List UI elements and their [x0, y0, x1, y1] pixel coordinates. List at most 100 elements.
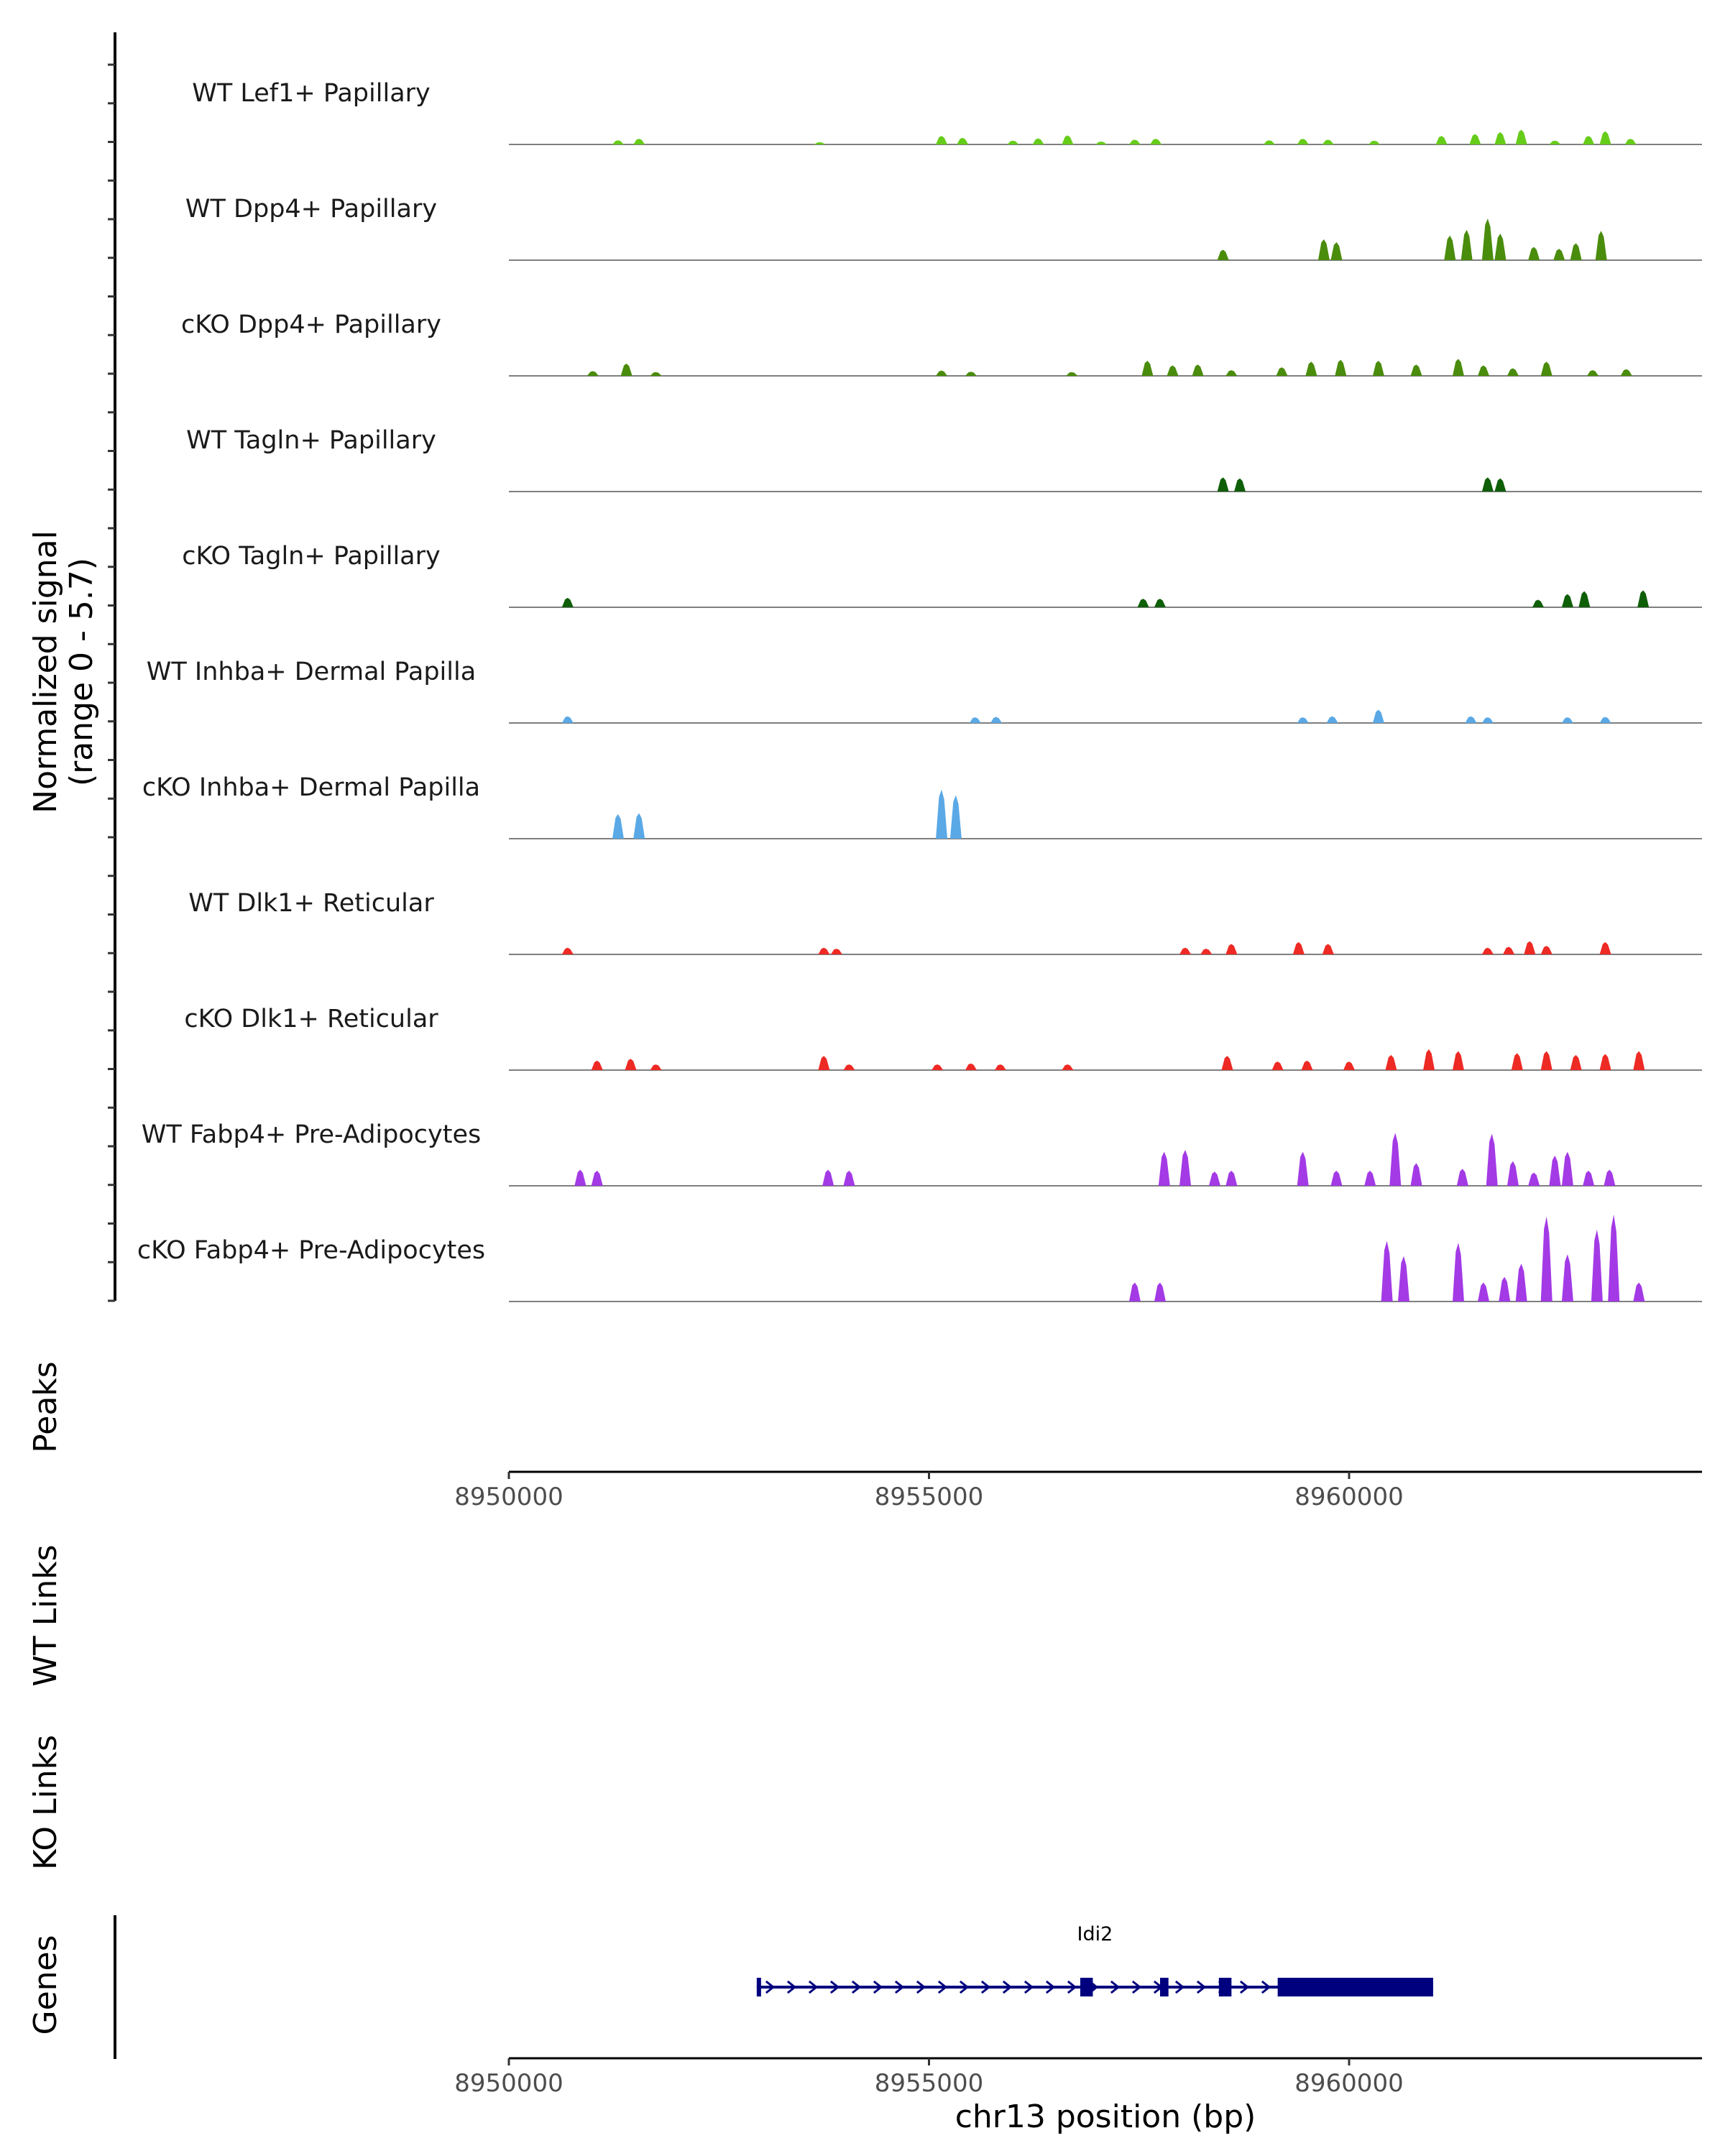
- signal-peak: [1276, 367, 1288, 376]
- peaks-track: Peaks 8950000 8955000 8960000: [27, 1361, 1702, 1511]
- signal-peak: [1595, 231, 1607, 260]
- gene-model: Idi2: [756, 1923, 1433, 1996]
- signal-peak: [1578, 591, 1591, 607]
- signal-peak: [936, 370, 948, 376]
- genes-x-axis-ticks: 8950000 8955000 8960000: [454, 2058, 1404, 2098]
- signal-peak: [1620, 369, 1632, 376]
- signal-peak: [1225, 944, 1238, 954]
- gene-exon: [1159, 1978, 1169, 1996]
- signal-peak: [1637, 590, 1650, 607]
- signal-peak: [1326, 716, 1338, 723]
- signal-peak: [1322, 944, 1334, 954]
- gene-strand-arrow: [894, 1980, 905, 1994]
- signal-peak: [1528, 247, 1540, 260]
- signal-peak: [1481, 717, 1494, 723]
- gene-strand-arrow: [1024, 1980, 1034, 1994]
- track-label: WT Inhba+ Dermal Papilla: [147, 658, 476, 686]
- signal-peak: [1398, 1256, 1409, 1302]
- track-label: WT Dlk1+ Reticular: [188, 889, 434, 918]
- genes-track: Genes Idi2 8950000 8955000 8960000 chr13 p…: [27, 1915, 1702, 2135]
- signal-axis-ticks: [108, 63, 115, 1302]
- signal-peak: [1372, 709, 1384, 723]
- signal-peak: [1481, 477, 1494, 492]
- signal-peak: [1465, 716, 1477, 723]
- coverage-track: cKO Inhba+ Dermal Papilla: [142, 773, 1702, 839]
- x-axis-tick-label: 8955000: [875, 2069, 983, 2098]
- signal-peak: [612, 814, 624, 839]
- signal-peak: [1301, 1060, 1313, 1070]
- signal-peak: [612, 140, 624, 144]
- signal-peak: [1460, 229, 1473, 260]
- coverage-track: cKO Tagln+ Papillary: [182, 542, 1702, 608]
- x-axis-tick-label: 8950000: [454, 2069, 563, 2098]
- coverage-track: WT Inhba+ Dermal Papilla: [147, 658, 1702, 724]
- signal-peak: [949, 795, 962, 839]
- signal-peak: [1225, 370, 1238, 376]
- signal-peak: [1032, 138, 1044, 144]
- signal-peak: [1553, 249, 1565, 260]
- signal-peak: [1128, 1282, 1141, 1302]
- signal-peak: [843, 1170, 855, 1186]
- signal-peak: [1410, 364, 1422, 376]
- signal-peak: [1540, 946, 1552, 954]
- signal-peak: [1389, 1133, 1402, 1186]
- signal-peak: [1587, 370, 1599, 376]
- signal-peak: [1150, 139, 1162, 144]
- signal-peak: [1317, 239, 1330, 260]
- coverage-tracks: WT Lef1+ Papillary WT Dpp4+ Papillary cKO …: [137, 79, 1702, 1302]
- signal-peak: [1591, 1230, 1603, 1302]
- gene-strand-arrow: [786, 1980, 797, 1994]
- signal-peak: [1217, 477, 1229, 492]
- signal-peak: [1263, 140, 1275, 144]
- signal-peak: [1452, 1243, 1464, 1302]
- signal-peak: [1506, 1161, 1519, 1186]
- gene-strand-arrow: [808, 1980, 819, 1994]
- signal-peak: [1330, 242, 1343, 260]
- signal-peak: [1221, 1056, 1233, 1070]
- signal-peak: [1506, 368, 1519, 376]
- signal-peak: [591, 1170, 603, 1186]
- gene-strand-arrow: [1045, 1980, 1056, 1994]
- gene-exon: [1080, 1978, 1093, 1996]
- gene-strand-arrow: [1002, 1980, 1013, 1994]
- gene-exon: [1218, 1978, 1232, 1996]
- signal-peak: [1633, 1282, 1645, 1302]
- gene-strand-arrow: [1174, 1980, 1185, 1994]
- genes-track-label: Genes: [27, 1935, 64, 2035]
- x-axis-title: chr13 position (bp): [955, 2099, 1256, 2135]
- signal-peak: [936, 789, 948, 839]
- signal-peak: [1549, 140, 1561, 144]
- signal-peak: [1137, 599, 1149, 607]
- signal-peak: [1322, 139, 1334, 144]
- gene-strand-arrow: [937, 1980, 948, 1994]
- signal-peak: [620, 363, 632, 376]
- signal-peak: [1305, 361, 1317, 376]
- signal-peak: [586, 371, 599, 376]
- signal-peak: [990, 717, 1003, 723]
- signal-peak: [1062, 135, 1074, 144]
- signal-peak: [1540, 1051, 1552, 1070]
- gene-exon: [1277, 1978, 1433, 1996]
- signal-peak: [1343, 1061, 1356, 1070]
- signal-peak: [814, 142, 826, 144]
- signal-peak: [574, 1169, 586, 1186]
- signal-peak: [1141, 360, 1154, 376]
- coverage-track: WT Tagln+ Papillary: [186, 426, 1702, 492]
- gene-exon: [756, 1978, 761, 1996]
- signal-peak: [1335, 359, 1347, 376]
- coverage-track: cKO Dlk1+ Reticular: [184, 1005, 1702, 1071]
- signal-peak: [1599, 941, 1611, 954]
- signal-peak: [1225, 1170, 1238, 1186]
- gene-models: Idi2: [756, 1923, 1433, 1996]
- signal-peak: [1583, 136, 1595, 144]
- x-axis-tick-label: 8955000: [875, 1483, 983, 1511]
- signal-peak: [969, 717, 981, 723]
- gene-name-label: Idi2: [1077, 1923, 1113, 1945]
- gene-strand-arrow: [1067, 1980, 1077, 1994]
- signal-peak: [1095, 142, 1108, 144]
- coverage-track: WT Dpp4+ Papillary: [185, 195, 1702, 261]
- signal-peak: [1561, 594, 1573, 607]
- signal-peak: [994, 1064, 1006, 1070]
- signal-peak: [633, 139, 645, 144]
- ko-links-label: KO Links: [27, 1735, 64, 1870]
